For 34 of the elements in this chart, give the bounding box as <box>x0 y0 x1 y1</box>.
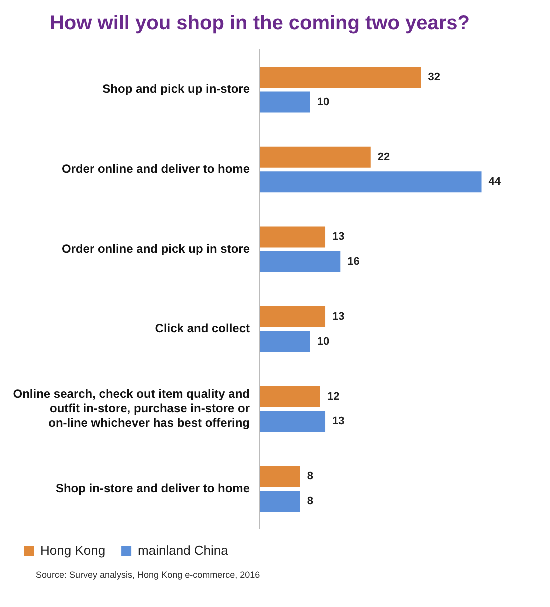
chart-title: How will you shop in the coming two years? <box>50 12 470 35</box>
legend-label: mainland China <box>138 543 230 558</box>
data-label: 32 <box>428 72 441 84</box>
bar <box>260 331 310 352</box>
bar <box>260 172 482 193</box>
data-label: 12 <box>327 390 340 403</box>
data-label: 10 <box>317 96 330 108</box>
y-tick-label: Shop in-store and deliver to home <box>56 481 250 496</box>
bar <box>260 466 300 488</box>
bar <box>260 67 422 88</box>
data-label: 8 <box>307 495 314 508</box>
y-tick-label: Order online and deliver to home <box>62 162 250 176</box>
data-label: 16 <box>348 256 360 268</box>
data-label: 10 <box>317 336 330 348</box>
y-tick-label: Order online and pick up in store <box>62 242 250 256</box>
y-tick-label: Shop and pick up in-store <box>102 82 250 96</box>
bar <box>260 251 341 272</box>
bar <box>260 146 371 168</box>
bar <box>260 490 300 512</box>
y-tick-label: Click and collect <box>155 322 250 336</box>
source-note: Source: Survey analysis, Hong Kong e-commerce, 2016 <box>36 570 262 580</box>
bar <box>260 306 326 328</box>
data-label: 22 <box>378 151 390 164</box>
bar <box>260 386 320 408</box>
bar <box>260 226 326 248</box>
y-tick-label: Online search, check out item quality and outfit in-store, purchase in-store or on-line whichever has best offering <box>13 387 250 430</box>
data-label: 13 <box>332 416 345 428</box>
bar <box>260 411 326 432</box>
data-label: 8 <box>307 470 314 483</box>
bar <box>260 92 310 113</box>
legend-label: Hong Kong <box>40 543 106 558</box>
data-label: 44 <box>488 176 502 188</box>
data-label: 13 <box>332 311 345 324</box>
data-label: 13 <box>332 231 345 244</box>
